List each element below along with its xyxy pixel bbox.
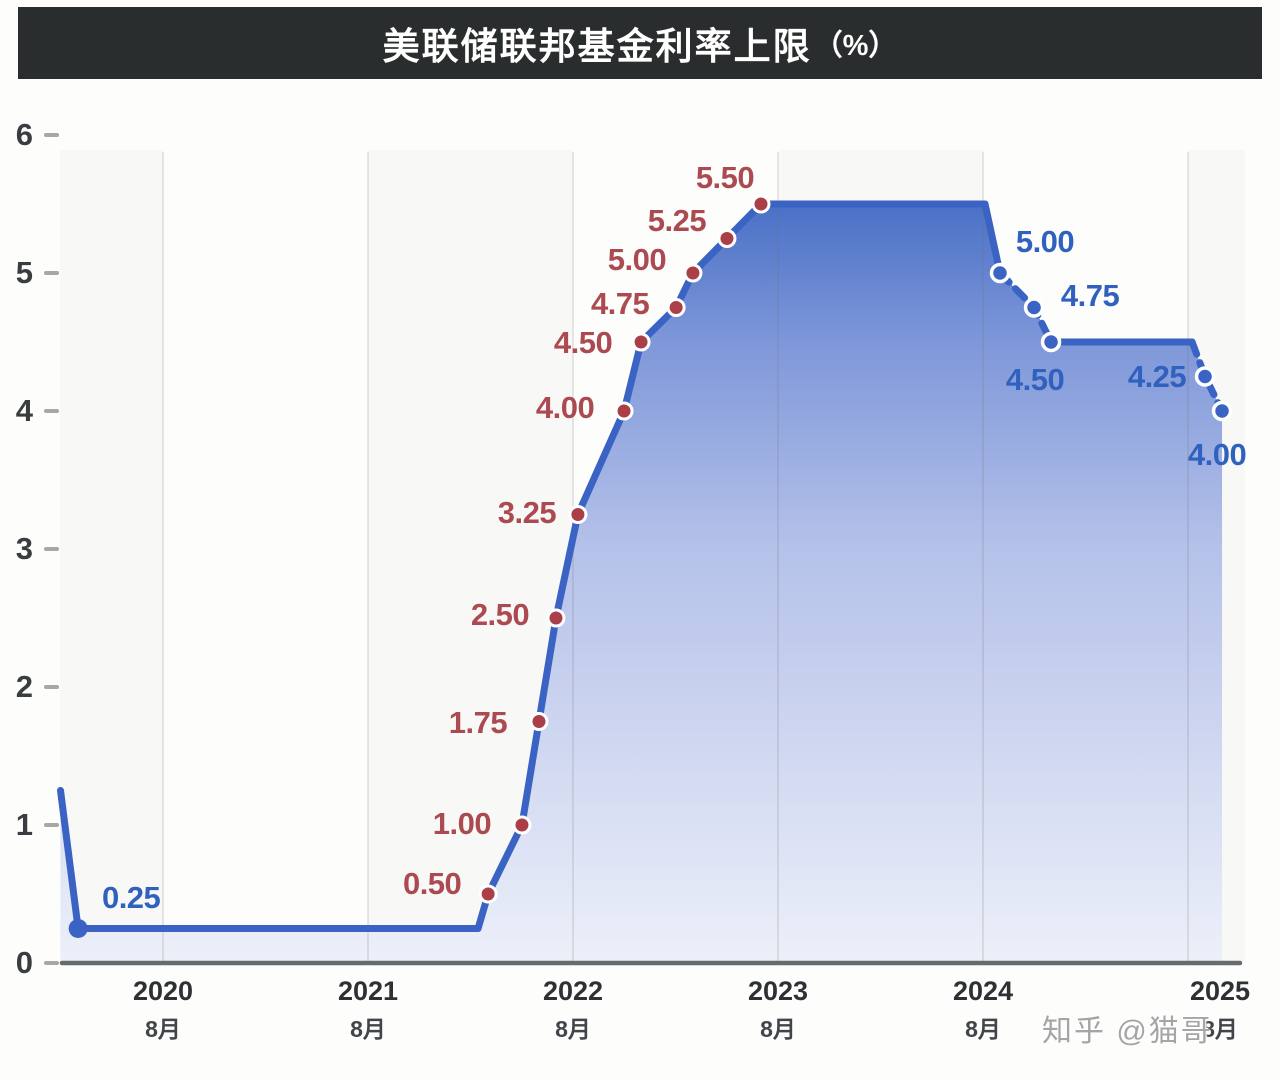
background-band <box>163 150 368 961</box>
chart-title: 美联储联邦基金利率上限 <box>382 26 812 67</box>
chart-title-unit: （%） <box>813 30 898 62</box>
data-dot <box>614 401 634 421</box>
background-band <box>60 150 163 961</box>
data-dot <box>1023 297 1045 318</box>
data-dot <box>568 505 588 524</box>
watermark: 知乎 @猫哥 <box>1042 1015 1213 1048</box>
data-dot <box>1040 331 1062 353</box>
data-dot <box>1211 400 1233 422</box>
data-dot <box>717 229 737 248</box>
data-dot <box>546 608 566 628</box>
data-dot <box>68 919 88 938</box>
data-dot <box>512 815 532 835</box>
data-dot <box>631 332 651 352</box>
data-dot <box>529 712 549 731</box>
data-dot <box>666 298 686 317</box>
chart-title-bar: 美联储联邦基金利率上限 （%） <box>18 7 1262 79</box>
area-fill <box>60 204 1223 963</box>
rate-line-solid <box>57 200 1004 932</box>
data-dot <box>683 263 703 283</box>
data-dot <box>478 884 498 904</box>
data-dot <box>989 262 1011 284</box>
data-dot <box>751 194 771 214</box>
data-dot <box>1194 366 1216 387</box>
